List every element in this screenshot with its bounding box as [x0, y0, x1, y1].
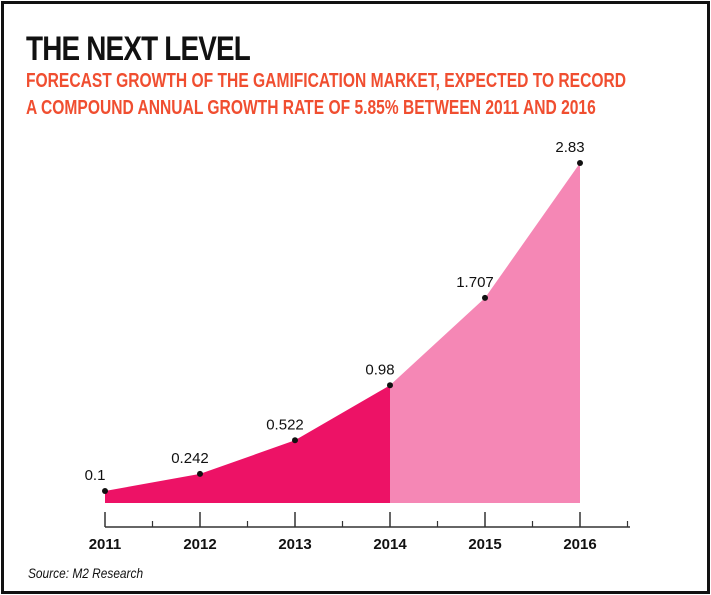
data-point [387, 382, 393, 389]
data-label: 2.83 [555, 139, 584, 156]
x-tick-label: 2016 [563, 536, 596, 553]
x-tick-label: 2011 [89, 536, 122, 553]
data-point [482, 294, 488, 301]
data-label: 0.242 [171, 450, 209, 467]
chart-title: THE NEXT LEVEL [26, 30, 251, 68]
data-label: 0.522 [266, 416, 304, 433]
x-tick-label: 2015 [468, 536, 501, 553]
x-tick-label: 2012 [183, 536, 216, 553]
x-tick-label: 2013 [278, 536, 311, 553]
data-point [197, 470, 203, 477]
chart-subtitle-line-1: FORECAST GROWTH OF THE GAMIFICATION MARK… [26, 70, 627, 92]
chart-subtitle-line-2: A COMPOUND ANNUAL GROWTH RATE OF 5.85% B… [26, 97, 596, 119]
actual-area [105, 385, 390, 503]
data-point [292, 437, 298, 444]
source-note: Source: M2 Research [28, 565, 144, 581]
data-point [102, 487, 108, 494]
data-label: 0.1 [85, 467, 106, 484]
data-label: 1.707 [456, 274, 494, 291]
data-point [577, 160, 583, 166]
forecast-area [390, 163, 580, 503]
data-label: 0.98 [365, 361, 394, 378]
x-tick-label: 2014 [373, 536, 407, 553]
